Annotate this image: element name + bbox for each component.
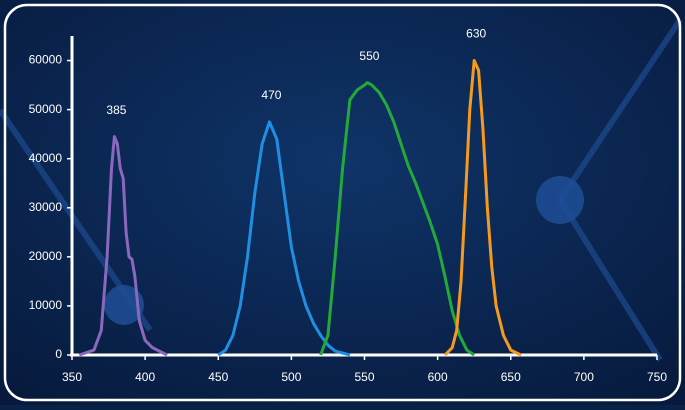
x-tick-label: 650 [501,370,521,384]
peak-label: 550 [359,49,379,63]
x-tick-label: 350 [62,370,82,384]
x-tick-label: 600 [428,370,448,384]
spectrum-line [319,81,476,357]
x-tick-label: 550 [354,370,374,384]
y-tick-label: 20000 [29,249,63,263]
plot: 0 10000 20000 30000 40000 50000 60000 350 400 450… [29,27,668,384]
y-tick-label: 50000 [29,102,63,116]
spectrum-line [443,59,522,357]
decoration [557,18,683,202]
decoration [536,176,584,224]
y-tick-label: 60000 [29,53,63,67]
x-tick-label: 450 [208,370,228,384]
decoration [557,198,663,362]
x-tick-label: 750 [647,370,667,384]
y-tick-label: 0 [55,347,62,361]
peak-label: 385 [106,103,126,117]
spectrum-line [217,120,351,357]
decoration [104,285,144,325]
peak-label: 630 [466,27,486,41]
y-tick-label: 10000 [29,298,63,312]
x-tick-label: 400 [135,370,155,384]
frame [3,3,682,402]
y-tick-label: 30000 [29,200,63,214]
spectrum-line [78,135,168,357]
x-tick-label: 500 [281,370,301,384]
x-tick-label: 700 [574,370,594,384]
y-tick-label: 40000 [29,151,63,165]
peak-label: 470 [261,88,281,102]
